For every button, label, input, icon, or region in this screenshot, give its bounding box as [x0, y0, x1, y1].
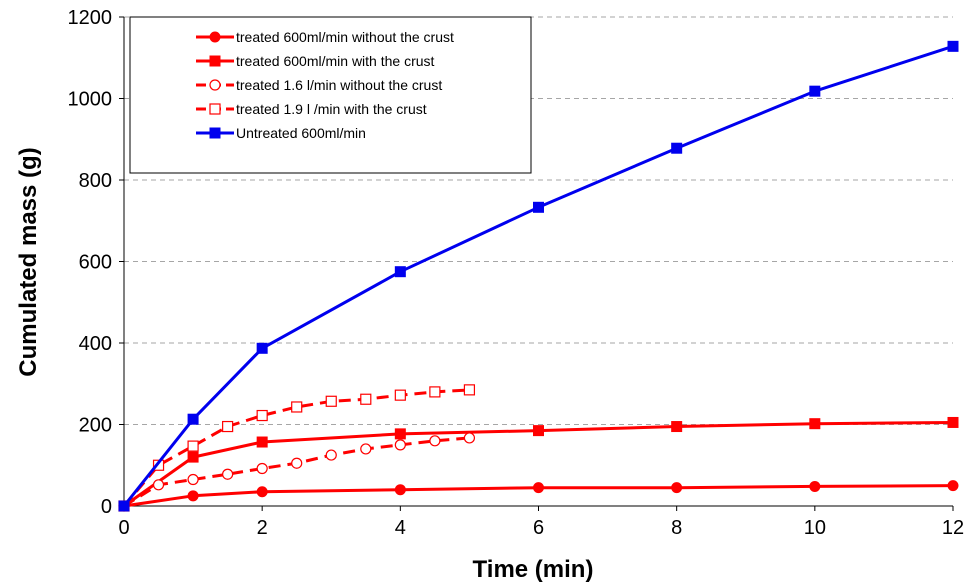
legend-swatch-marker: [209, 127, 221, 139]
legend-entry: treated 600ml/min with the crust: [196, 53, 435, 69]
data-point: [256, 409, 268, 422]
data-point: [256, 342, 268, 354]
data-point: [533, 482, 544, 494]
x-axis-title: Time (min): [473, 556, 594, 583]
legend: treated 600ml/min without the crust treat…: [129, 16, 532, 174]
legend-entry: treated 600ml/min without the crust: [196, 29, 454, 45]
legend-label: treated 1.9 l /min with the crust: [236, 101, 427, 117]
data-point: [325, 395, 337, 407]
series-line: [123, 484, 954, 508]
legend-label: treated 1.6 l/min without the crust: [236, 77, 442, 93]
data-point: [809, 418, 821, 430]
data-point: [187, 413, 199, 425]
x-tick-label: 0: [118, 517, 129, 539]
y-tick-label: 1000: [68, 89, 113, 111]
data-point: [394, 484, 406, 496]
legend-label: Untreated 600ml/min: [236, 125, 366, 141]
y-tick-label: 400: [79, 333, 112, 355]
data-point: [360, 393, 372, 405]
data-point: [394, 389, 406, 401]
data-point: [671, 142, 683, 154]
data-point: [222, 468, 234, 480]
data-point: [394, 439, 406, 451]
legend-entry: Untreated 600ml/min: [196, 125, 366, 141]
data-point: [809, 85, 821, 97]
legend-swatch-marker: [209, 103, 221, 115]
data-point: [187, 440, 199, 452]
legend-swatch-marker: [209, 55, 221, 67]
data-point: [187, 451, 199, 463]
y-axis-title: Cumulated mass (g): [15, 147, 42, 376]
data-point: [429, 386, 441, 398]
y-tick-label: 0: [101, 496, 112, 518]
legend-label: treated 600ml/min without the crust: [236, 29, 454, 45]
data-point: [118, 500, 130, 512]
legend-label: treated 600ml/min with the crust: [236, 53, 435, 69]
data-point: [152, 479, 165, 491]
data-point: [394, 428, 406, 440]
data-point: [463, 384, 476, 396]
data-point: [394, 266, 406, 278]
data-point: [671, 421, 683, 433]
data-point: [256, 486, 268, 498]
legend-swatch-marker: [209, 79, 221, 91]
series-line: [123, 421, 954, 508]
data-point: [256, 462, 268, 475]
data-point: [187, 473, 199, 486]
x-axis-ticks: 0 2 4 6 8 10 12: [118, 506, 964, 539]
y-tick-label: 200: [79, 415, 112, 437]
y-tick-label: 1200: [68, 7, 113, 29]
legend-box: [129, 16, 532, 174]
data-point: [533, 425, 544, 437]
data-point: [947, 40, 959, 52]
data-point: [256, 436, 268, 448]
x-tick-label: 10: [804, 517, 826, 539]
y-tick-label: 600: [79, 252, 112, 274]
legend-entry: treated 1.6 l/min without the crust: [196, 77, 442, 93]
x-tick-label: 4: [395, 517, 406, 539]
data-point: [533, 201, 544, 213]
data-point: [429, 435, 441, 447]
series-layer: [118, 40, 959, 512]
data-point: [291, 457, 303, 469]
series-line: [123, 436, 470, 508]
x-tick-label: 2: [257, 517, 268, 539]
data-point: [671, 482, 683, 494]
x-tick-label: 8: [671, 517, 682, 539]
data-point: [325, 449, 337, 461]
y-tick-label: 800: [79, 170, 112, 192]
legend-swatch-marker: [209, 31, 221, 43]
data-point: [809, 480, 821, 492]
data-point: [947, 480, 959, 492]
data-point: [222, 420, 234, 433]
legend-entry: treated 1.9 l /min with the crust: [196, 101, 427, 117]
series-line: [122, 388, 470, 507]
series-line: [122, 44, 954, 507]
data-point: [187, 490, 199, 502]
series-1: [118, 416, 959, 512]
x-tick-label: 6: [533, 517, 544, 539]
data-point: [291, 401, 303, 413]
data-point: [463, 432, 476, 444]
series-4: [118, 40, 959, 512]
data-point: [360, 443, 372, 455]
data-point: [947, 416, 959, 428]
x-tick-label: 12: [942, 517, 964, 539]
y-axis-ticks: 0 200 400 600 800 1000 1200: [68, 7, 124, 518]
